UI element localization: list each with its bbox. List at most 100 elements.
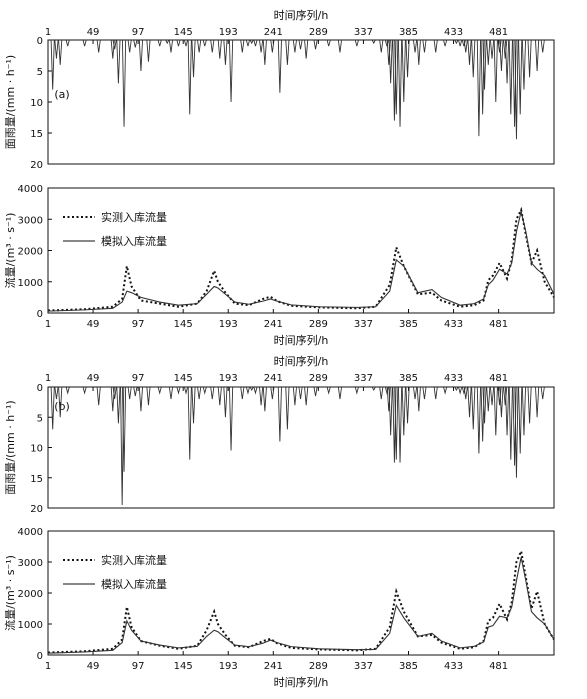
legend-label: 实测入库流量	[101, 210, 167, 224]
rainfall-bar	[505, 386, 510, 436]
x-tick-label: 481	[489, 661, 508, 672]
rainfall-bar	[133, 386, 138, 397]
rainfall-bar	[121, 386, 127, 472]
x-tick-label: 1	[45, 27, 51, 38]
legend-label: 模拟入库流量	[101, 577, 167, 591]
rainfall-bar	[486, 386, 491, 412]
rainfall-bar	[146, 386, 151, 406]
rainfall-bar	[116, 39, 121, 84]
rainfall-bar	[433, 386, 438, 400]
rainfall-bar	[386, 386, 391, 412]
rainfall-bar	[292, 39, 297, 53]
rainfall-bar	[116, 386, 121, 424]
rainfall-bar	[245, 386, 250, 395]
x-tick-label: 289	[309, 661, 328, 672]
series-line-simulated	[47, 557, 555, 654]
rainfall-bar	[503, 386, 508, 406]
x-tick-label: 241	[264, 661, 283, 672]
rainfall-bar	[471, 386, 476, 430]
rainfall-bar	[397, 39, 403, 127]
rainfall-bar	[337, 39, 343, 53]
x-tick-label: 1	[45, 373, 51, 384]
rainfall-bar	[262, 386, 267, 412]
rainfall-bar	[422, 39, 427, 53]
y-tick-label: 0	[37, 309, 43, 320]
x-tick-label: 433	[444, 661, 463, 672]
rainfall-bar	[493, 386, 498, 436]
rainfall-bar	[518, 39, 523, 115]
y-tick-label: 5	[37, 413, 43, 424]
rainfall-bar	[210, 39, 215, 53]
rainfall-bar	[527, 39, 532, 78]
x-tick-label: 433	[444, 373, 463, 384]
rainfall-bar	[371, 386, 376, 391]
rainfall-bar	[467, 39, 472, 65]
rainfall-bar	[54, 386, 59, 400]
rainfall-bar	[50, 386, 55, 430]
rainfall-bar	[133, 39, 138, 48]
panel-label: (b)	[54, 400, 70, 413]
rainfall-bar	[138, 39, 143, 72]
plot-frame-1	[47, 187, 555, 314]
rainfall-bar	[223, 386, 228, 418]
rainfall-bar	[121, 39, 127, 127]
x-tick-label: 1	[45, 661, 51, 672]
rainfall-bar	[245, 39, 250, 47]
x-tick-label: 145	[174, 373, 193, 384]
rainfall-bar	[223, 39, 228, 65]
rainfall-bar	[337, 386, 343, 400]
rainfall-bar	[394, 386, 399, 460]
rainfall-bar	[50, 39, 55, 90]
rainfall-bar	[379, 386, 384, 400]
rainfall-bar	[489, 39, 495, 59]
x-axis-title: 时间序列/h	[274, 333, 329, 347]
x-tick-label: 145	[174, 319, 193, 330]
rainfall-bar	[304, 39, 309, 59]
y-tick-label: 20	[30, 160, 43, 171]
rainfall-bar	[285, 39, 290, 65]
rainfall-bar	[416, 39, 421, 65]
y-tick-label: 3000	[18, 215, 43, 226]
rainfall-bar	[176, 39, 181, 47]
rainfall-bar	[270, 386, 275, 400]
y-tick-label: 2000	[18, 589, 43, 600]
rainfall-bar	[422, 386, 427, 400]
rainfall-bar	[493, 39, 498, 103]
rainfall-bar	[508, 39, 513, 115]
rainfall-bar	[540, 386, 545, 400]
rainfall-bar	[58, 386, 63, 418]
rainfall-bar	[96, 39, 101, 53]
x-tick-label: 97	[132, 661, 145, 672]
y-axis-title: 流量/(m³ · s⁻¹)	[3, 555, 17, 631]
rainfall-bar	[518, 386, 523, 454]
rainfall-bar	[503, 39, 508, 59]
y-tick-label: 15	[30, 129, 43, 140]
y-tick-label: 10	[30, 444, 43, 455]
rainfall-bar	[379, 39, 384, 53]
y-axis-title: 流量/(m³ · s⁻¹)	[3, 213, 17, 289]
rainfall-bar	[521, 386, 527, 436]
y-tick-label: 4000	[18, 527, 43, 538]
x-tick-label: 193	[219, 661, 238, 672]
x-tick-label: 145	[174, 27, 193, 38]
rainfall-bar	[416, 386, 421, 412]
y-tick-label: 20	[30, 504, 43, 515]
x-axis-title: 时间序列/h	[274, 8, 329, 22]
panel-label: (a)	[54, 88, 69, 101]
rainfall-bar	[138, 386, 143, 412]
rainfall-bar	[65, 39, 70, 47]
rainfall-bar	[65, 386, 70, 395]
y-tick-label: 1000	[18, 620, 43, 631]
rainfall-bar	[461, 386, 466, 395]
x-tick-label: 289	[309, 319, 328, 330]
y-tick-label: 0	[37, 36, 43, 47]
rainfall-bar	[217, 39, 222, 59]
rainfall-bar	[489, 386, 495, 406]
rainfall-bar	[112, 39, 117, 50]
rainfall-bar	[384, 386, 389, 395]
rainfall-bar	[292, 386, 297, 406]
rainfall-bar	[187, 386, 192, 460]
x-tick-label: 385	[399, 373, 418, 384]
rainfall-bar	[157, 386, 162, 395]
x-tick-label: 337	[354, 373, 373, 384]
